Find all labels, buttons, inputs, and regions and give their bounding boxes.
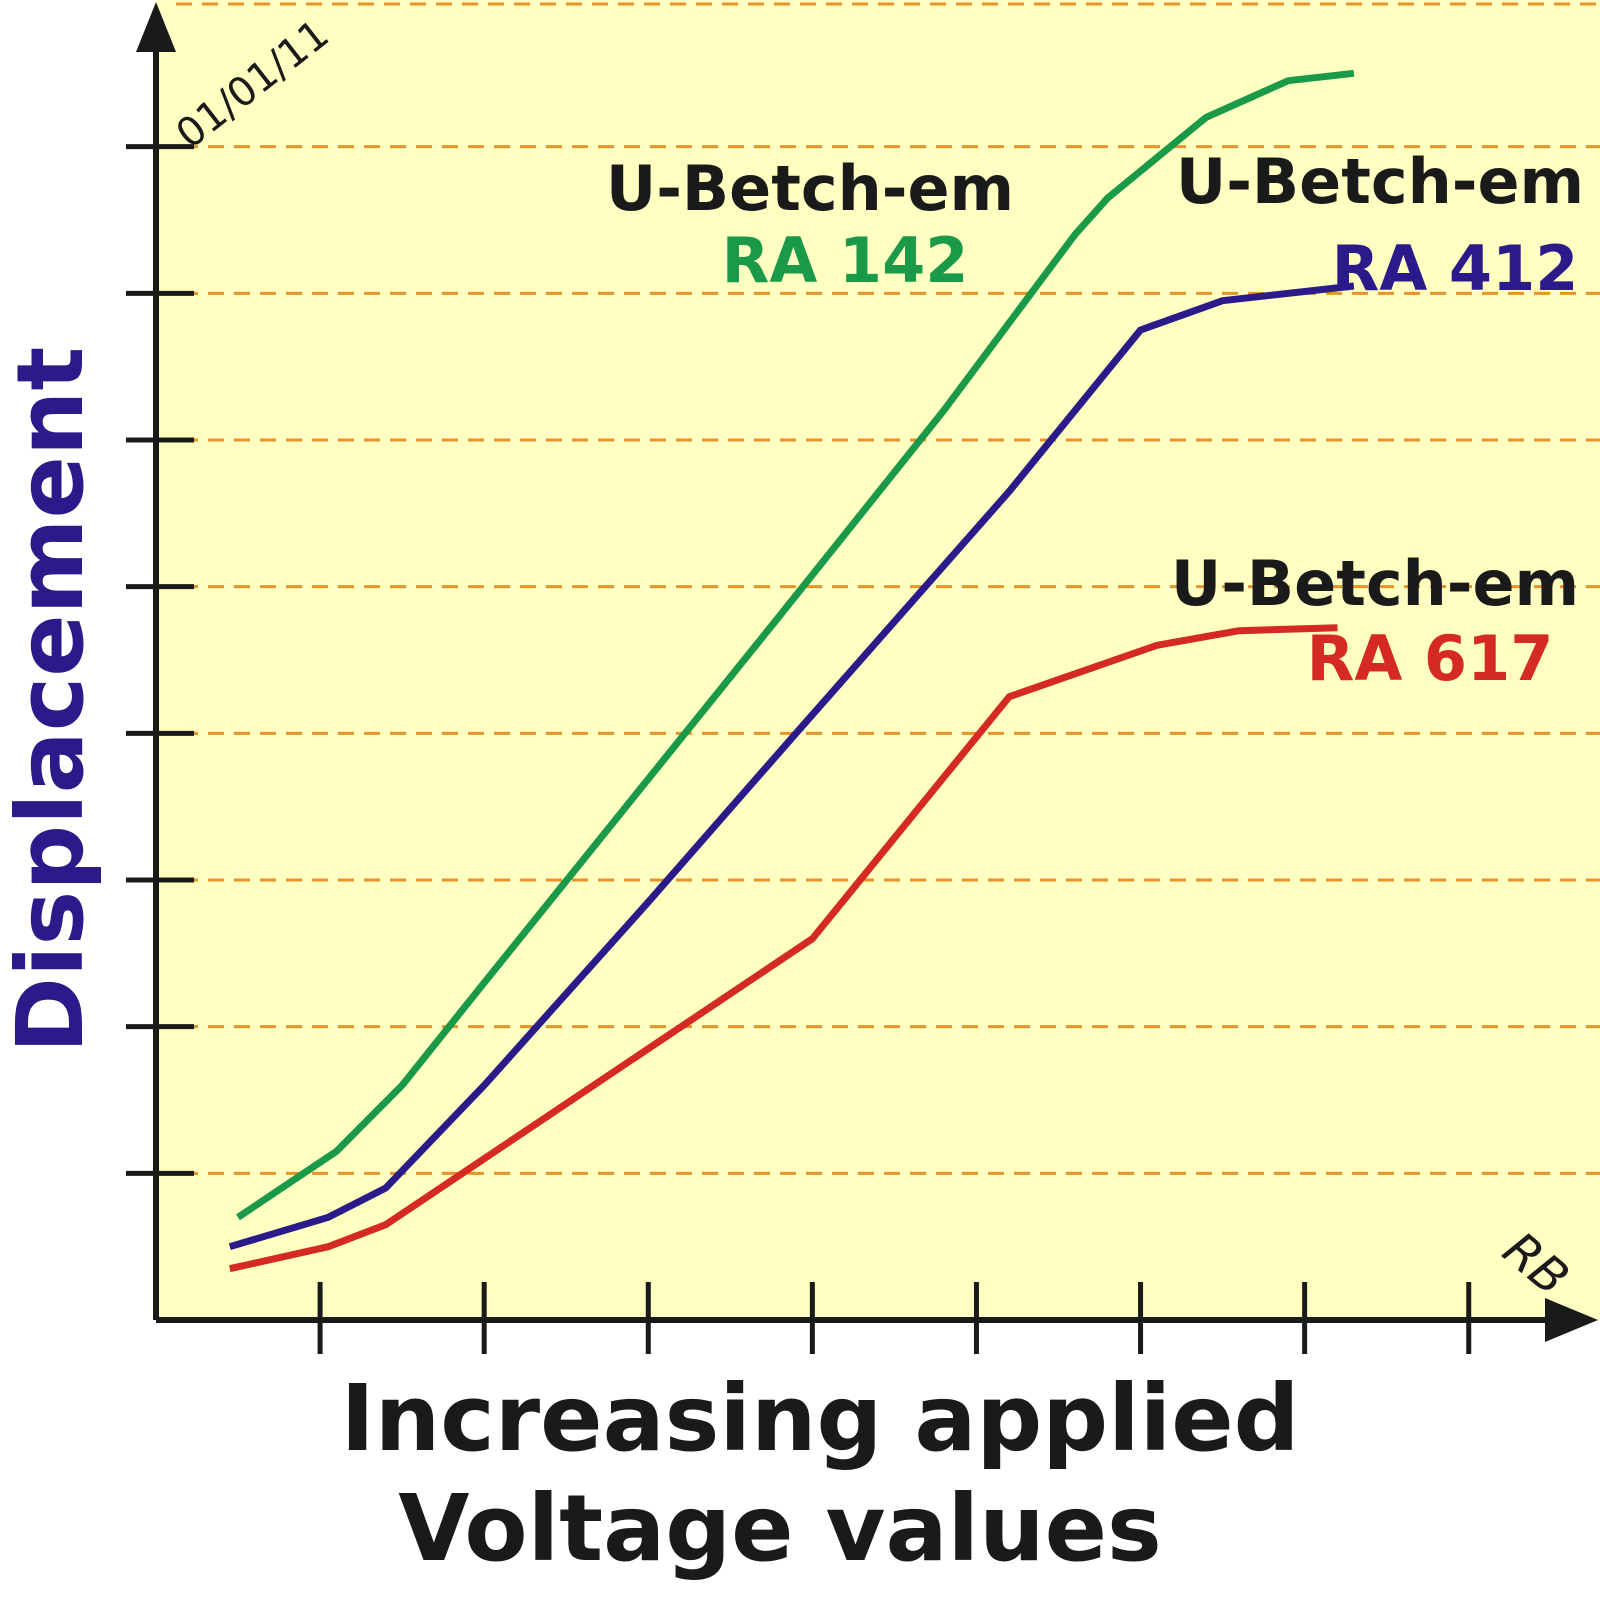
y-axis-label: Displacement bbox=[0, 347, 104, 1054]
plot-background bbox=[156, 0, 1600, 1320]
x-axis-label-line-1: Increasing applied bbox=[341, 1365, 1300, 1472]
series-ra617-manufacturer: U-Betch-em bbox=[1171, 547, 1579, 620]
series-layer bbox=[228, 69, 1355, 1273]
x-axis-label-line-2: Voltage values bbox=[398, 1475, 1162, 1582]
y-axis-arrow bbox=[136, 2, 176, 52]
series-ra142-model: RA 142 bbox=[722, 224, 969, 297]
series-ra617-model: RA 617 bbox=[1307, 622, 1554, 695]
series-ra412-manufacturer: U-Betch-em bbox=[1176, 145, 1584, 218]
x-axis-arrow bbox=[1545, 1298, 1598, 1342]
series-line-ra-412 bbox=[228, 282, 1355, 1251]
axis-layer bbox=[126, 2, 1598, 1354]
series-line-ra-617 bbox=[229, 624, 1338, 1273]
series-ra142-manufacturer: U-Betch-em bbox=[606, 152, 1014, 225]
series-ra412-model: RA 412 bbox=[1332, 232, 1579, 305]
series-line-ra-142 bbox=[236, 69, 1355, 1221]
